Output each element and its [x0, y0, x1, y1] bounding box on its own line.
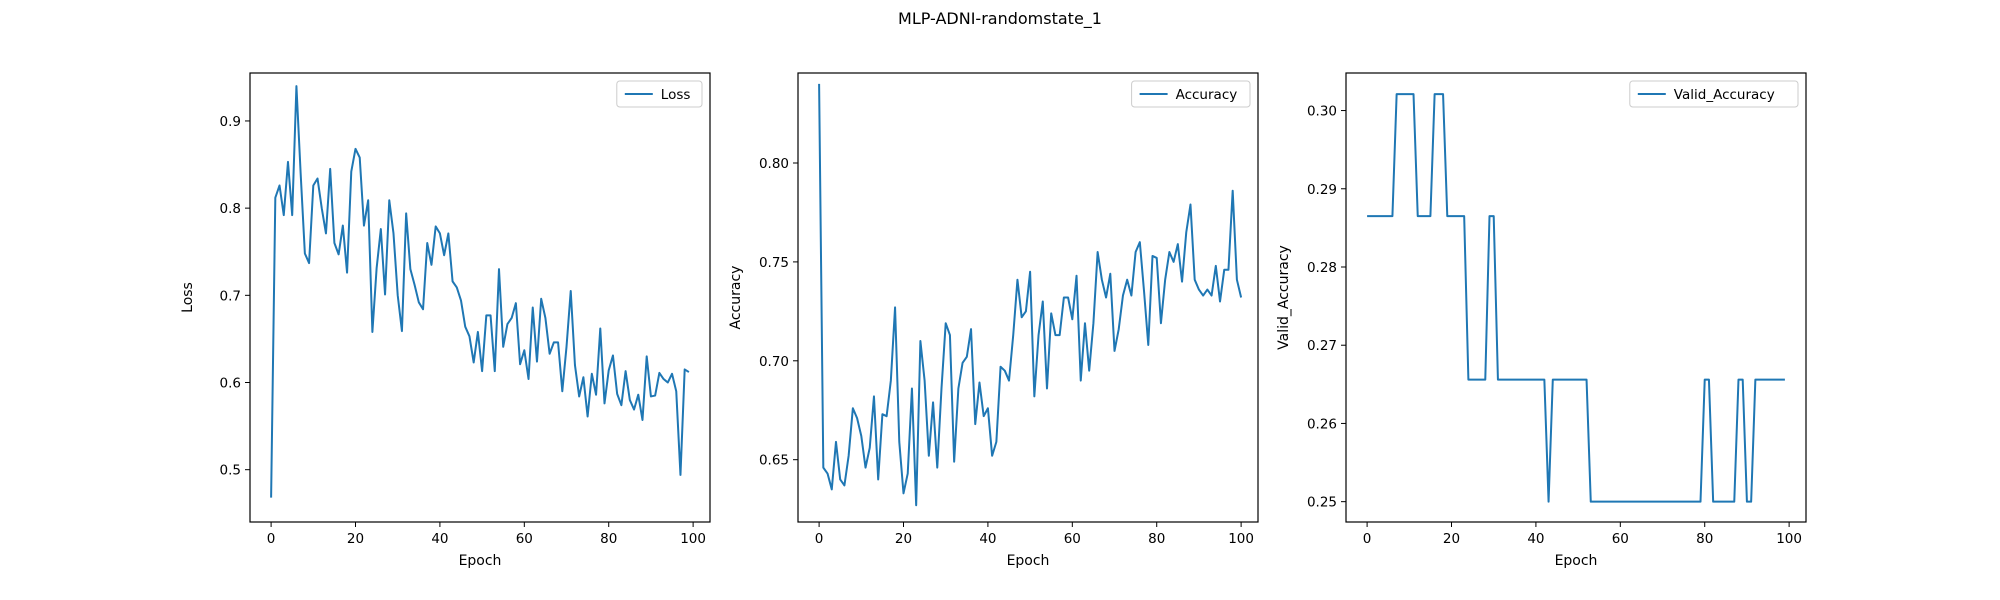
x-tick-label: 40 — [431, 531, 448, 547]
x-tick-label: 20 — [347, 531, 364, 547]
chart-3-group: 0 20 40 60 80 100 0.25 0.26 0.27 0.28 0.29 0.30 Epoc… — [1276, 72, 1807, 569]
y-tick-label: 0.28 — [1307, 260, 1337, 276]
x-axis-label: Epoch — [459, 553, 502, 569]
legend-label: Accuracy — [1176, 87, 1238, 103]
y-tick-label: 0.29 — [1307, 182, 1337, 198]
y-tick-label: 0.8 — [220, 201, 241, 217]
x-tick-label: 100 — [1776, 531, 1802, 547]
x-tick-label: 20 — [1443, 531, 1460, 547]
x-tick-label: 100 — [680, 531, 706, 547]
x-tick-label: 60 — [1064, 531, 1081, 547]
legend-box — [1629, 80, 1799, 108]
x-tick-label: 0 — [815, 531, 824, 547]
figure-title: MLP-ADNI-randomstate_1 — [898, 9, 1102, 28]
y-tick-label: 0.75 — [759, 255, 789, 271]
x-tick-label: 60 — [516, 531, 533, 547]
y-tick-label: 0.80 — [759, 156, 789, 172]
x-axis-label: Epoch — [1007, 553, 1050, 569]
y-tick-label: 0.30 — [1307, 104, 1337, 120]
y-tick-label: 0.65 — [759, 453, 789, 469]
x-tick-label: 60 — [1612, 531, 1629, 547]
y-axis-label: Loss — [180, 282, 196, 313]
x-tick-label: 80 — [600, 531, 617, 547]
y-tick-label: 0.7 — [220, 288, 241, 304]
x-tick-label: 40 — [979, 531, 996, 547]
series-line — [270, 85, 690, 498]
axes-frame — [797, 72, 1259, 523]
x-tick-label: 0 — [1363, 531, 1372, 547]
legend-box — [616, 80, 703, 108]
y-tick-label: 0.27 — [1307, 338, 1337, 354]
x-tick-label: 40 — [1527, 531, 1544, 547]
x-tick-label: 100 — [1228, 531, 1254, 547]
legend-label: Loss — [661, 87, 691, 103]
x-axis-label: Epoch — [1555, 553, 1598, 569]
series-line — [818, 83, 1243, 507]
chart-1-group: 0 20 40 60 80 100 0.5 0.6 0.7 0.8 0.9 Epoch Loss Loss — [180, 72, 711, 569]
x-tick-label: 80 — [1696, 531, 1713, 547]
x-tick-label: 20 — [895, 531, 912, 547]
y-tick-label: 0.70 — [759, 354, 789, 370]
axes-frame — [249, 72, 711, 523]
y-tick-label: 0.25 — [1307, 495, 1337, 511]
series-line — [1367, 93, 1785, 503]
axes-frame — [1345, 72, 1807, 523]
chart-2-group: 0 20 40 60 80 100 0.65 0.70 0.75 0.80 Epoch Accurac… — [728, 72, 1259, 569]
y-tick-label: 0.26 — [1307, 416, 1337, 432]
y-tick-label: 0.9 — [220, 114, 241, 130]
y-tick-label: 0.6 — [220, 376, 241, 392]
y-axis-label: Accuracy — [728, 266, 744, 330]
legend-box — [1131, 80, 1251, 108]
y-tick-label: 0.5 — [220, 463, 241, 479]
x-tick-label: 80 — [1148, 531, 1165, 547]
legend-label: Valid_Accuracy — [1674, 87, 1775, 103]
x-tick-label: 0 — [267, 531, 276, 547]
y-axis-label: Valid_Accuracy — [1276, 245, 1292, 350]
